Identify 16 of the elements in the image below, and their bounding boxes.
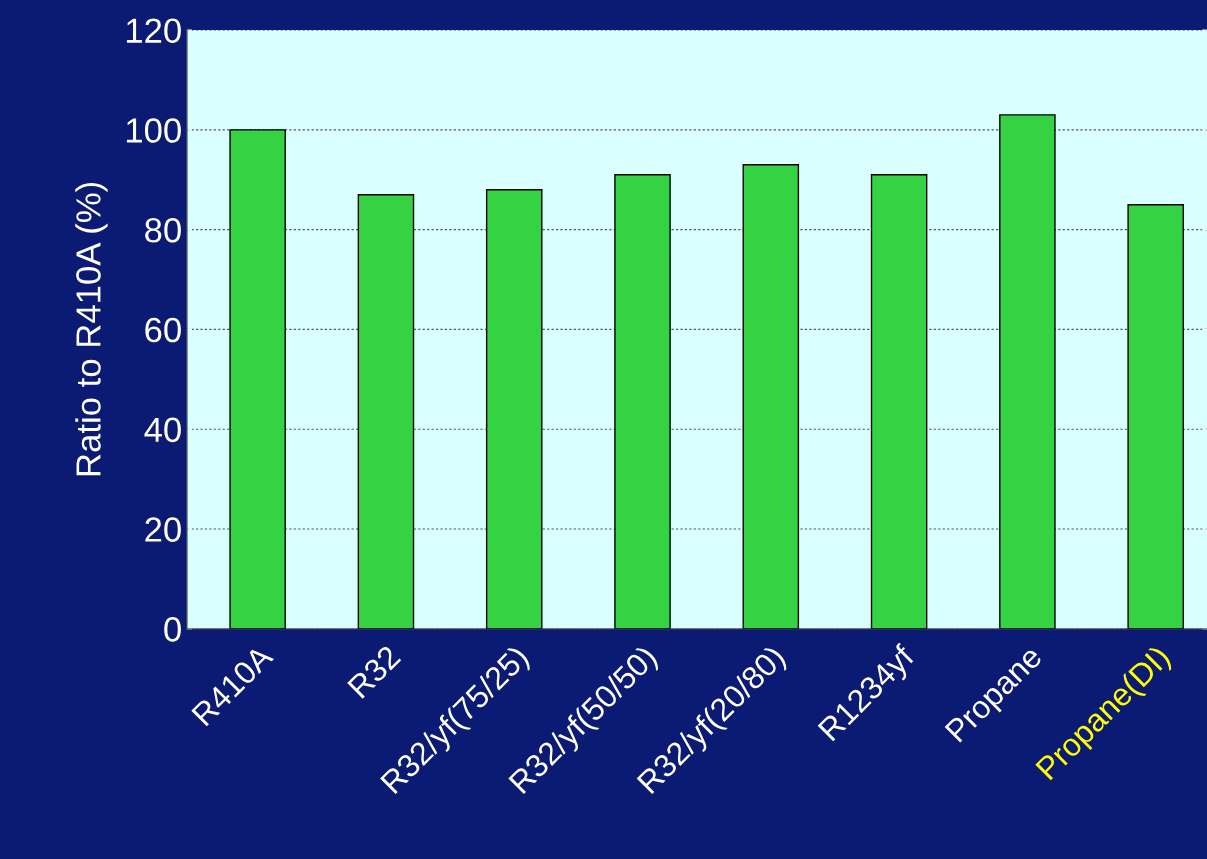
bar <box>1127 203 1184 629</box>
bar <box>485 189 543 629</box>
bar <box>742 164 800 629</box>
y-axis-title: Ratio to R410A (%) <box>75 182 108 476</box>
bar <box>870 174 928 629</box>
y-tick-label: 120 <box>126 18 181 43</box>
bar <box>614 174 671 629</box>
y-tick-label: 40 <box>144 417 181 443</box>
y-tick-label: 60 <box>145 317 181 343</box>
y-tick-label: 80 <box>145 217 181 243</box>
bar <box>229 129 286 629</box>
y-tick-label: 0 <box>164 617 181 642</box>
bar <box>999 114 1056 629</box>
y-tick-label: 100 <box>126 118 181 143</box>
bar <box>357 194 415 629</box>
y-tick-label: 20 <box>145 517 181 542</box>
